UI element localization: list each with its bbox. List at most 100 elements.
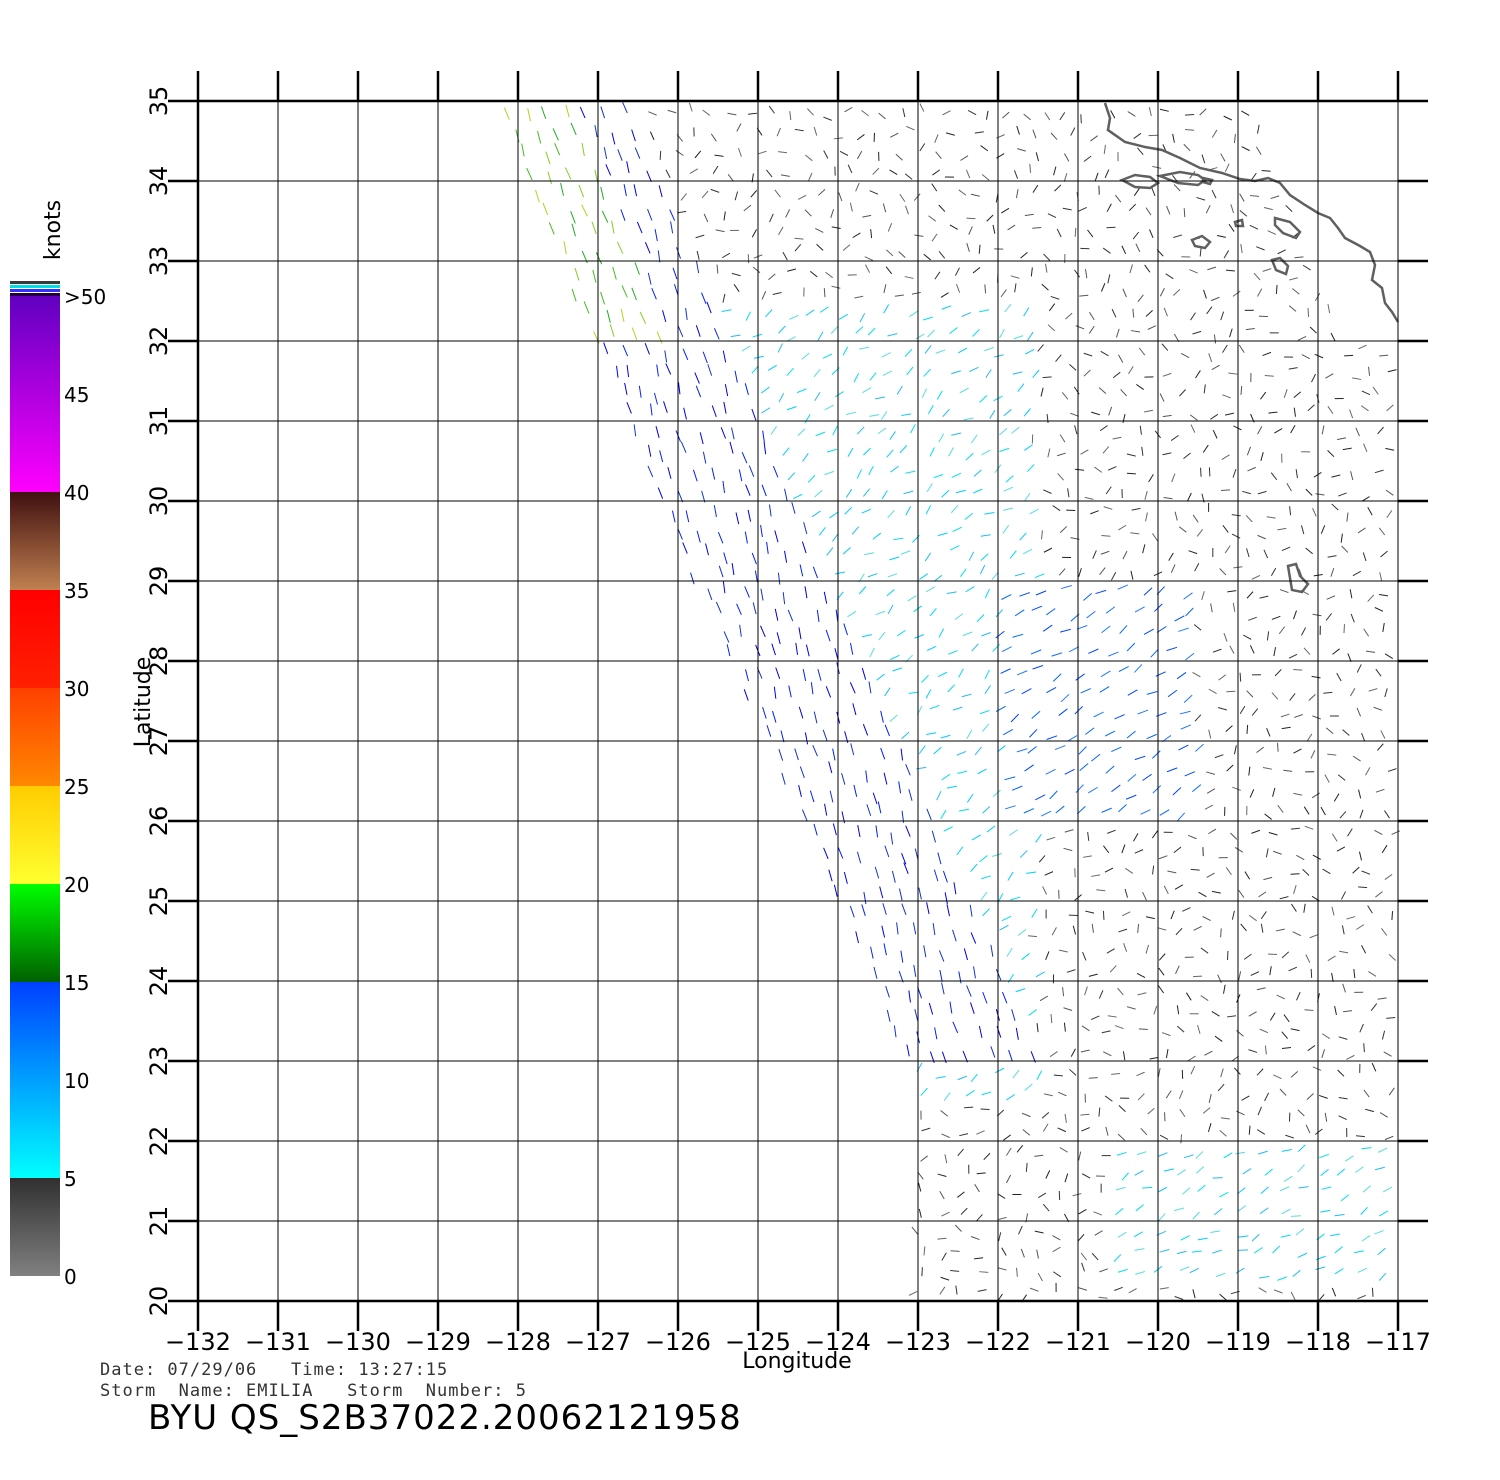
- wind-vector: [926, 902, 930, 915]
- wind-vector: [1066, 969, 1076, 973]
- wind-vector: [1334, 1213, 1345, 1217]
- lon-tick-label: −121: [1045, 1328, 1111, 1356]
- wind-vector: [853, 373, 860, 383]
- wind-vector: [1314, 353, 1324, 359]
- wind-vector: [966, 793, 974, 803]
- wind-vector: [1134, 664, 1143, 673]
- wind-vector: [931, 183, 938, 192]
- wind-vector: [689, 168, 699, 174]
- wind-vector: [774, 608, 779, 621]
- wind-vector: [1173, 234, 1183, 238]
- wind-vector: [1179, 389, 1186, 397]
- wind-vector: [918, 1182, 922, 1192]
- wind-vector: [1137, 923, 1140, 934]
- wind-vector: [958, 668, 964, 678]
- wind-vector: [976, 1214, 983, 1222]
- wind-vector: [688, 102, 693, 112]
- wind-vector: [1202, 916, 1211, 922]
- wind-vector: [734, 370, 738, 383]
- wind-vector: [1090, 1015, 1100, 1021]
- wind-vector: [823, 288, 826, 298]
- wind-vector: [784, 488, 788, 501]
- wind-vector: [804, 586, 808, 599]
- wind-vector: [1257, 426, 1263, 435]
- wind-vector: [906, 125, 915, 131]
- wind-vector: [638, 385, 642, 398]
- wind-vector: [1159, 809, 1170, 816]
- wind-vector: [980, 891, 988, 901]
- wind-vector: [910, 423, 916, 434]
- wind-vector: [1104, 867, 1114, 873]
- wind-vector: [925, 505, 932, 515]
- wind-vector: [907, 595, 917, 602]
- wind-vector: [1232, 290, 1241, 297]
- wind-vector: [1208, 688, 1217, 695]
- wind-vector: [1239, 705, 1246, 715]
- wind-vector: [1269, 966, 1272, 976]
- wind-vector: [1279, 1088, 1287, 1096]
- wind-vector: [1292, 931, 1302, 937]
- wind-vector: [1035, 971, 1045, 978]
- wind-vector: [979, 395, 988, 403]
- wind-vector: [842, 346, 849, 356]
- wind-vector: [702, 351, 708, 364]
- wind-vector: [1101, 807, 1112, 813]
- wind-vector: [946, 904, 950, 917]
- wind-vector: [1374, 1230, 1384, 1235]
- wind-vector: [919, 573, 928, 580]
- wind-vector: [1258, 891, 1267, 898]
- wind-vector: [1172, 288, 1181, 296]
- wind-vector: [1355, 1166, 1364, 1173]
- wind-vector: [1377, 426, 1384, 435]
- wind-vector: [1214, 1035, 1223, 1042]
- wind-vector: [1060, 693, 1070, 703]
- wind-vector: [815, 431, 826, 437]
- wind-vector: [548, 222, 555, 235]
- wind-vector: [890, 654, 900, 660]
- wind-vector: [1230, 832, 1238, 840]
- wind-vector: [1111, 572, 1117, 581]
- wind-vector: [600, 106, 606, 119]
- wind-vector: [1373, 706, 1383, 711]
- wind-vector: [1257, 124, 1260, 134]
- wind-vector: [795, 642, 799, 655]
- wind-vector: [856, 134, 865, 141]
- wind-vector: [850, 743, 855, 756]
- wind-vector: [1303, 647, 1311, 655]
- wind-vector: [570, 211, 576, 224]
- wind-vector: [1249, 224, 1259, 230]
- wind-vector: [664, 350, 668, 363]
- wind-vector: [1195, 743, 1204, 752]
- wind-vector: [1340, 1194, 1350, 1202]
- wind-vector: [825, 629, 831, 642]
- wind-vector: [1111, 746, 1122, 753]
- wind-vector: [1070, 412, 1079, 417]
- wind-vector: [1285, 205, 1293, 212]
- wind-vector: [1384, 873, 1393, 881]
- wind-vector: [1088, 325, 1095, 334]
- wind-vector: [1127, 773, 1137, 782]
- wind-vector: [1088, 1077, 1098, 1079]
- wind-vector: [1127, 689, 1138, 696]
- y-axis-title: Latitude: [131, 657, 156, 748]
- wind-vector: [766, 725, 772, 737]
- wind-vector: [766, 541, 769, 554]
- wind-vector: [1233, 134, 1236, 144]
- wind-vector: [1262, 766, 1272, 770]
- wind-vector: [1384, 1135, 1394, 1141]
- wind-vector: [791, 502, 796, 514]
- wind-vector: [1219, 568, 1227, 576]
- wind-vector: [949, 224, 958, 230]
- wind-vector: [1111, 308, 1117, 318]
- wind-vector: [883, 284, 887, 294]
- wind-vector: [1174, 511, 1178, 521]
- wind-vector: [887, 573, 898, 578]
- wind-vector: [723, 631, 730, 643]
- wind-vector: [1365, 767, 1371, 776]
- wind-vector: [647, 272, 652, 285]
- wind-vector: [1293, 610, 1297, 620]
- wind-vector: [1185, 992, 1192, 1001]
- wind-vector: [895, 153, 903, 161]
- wind-vector: [1355, 427, 1360, 437]
